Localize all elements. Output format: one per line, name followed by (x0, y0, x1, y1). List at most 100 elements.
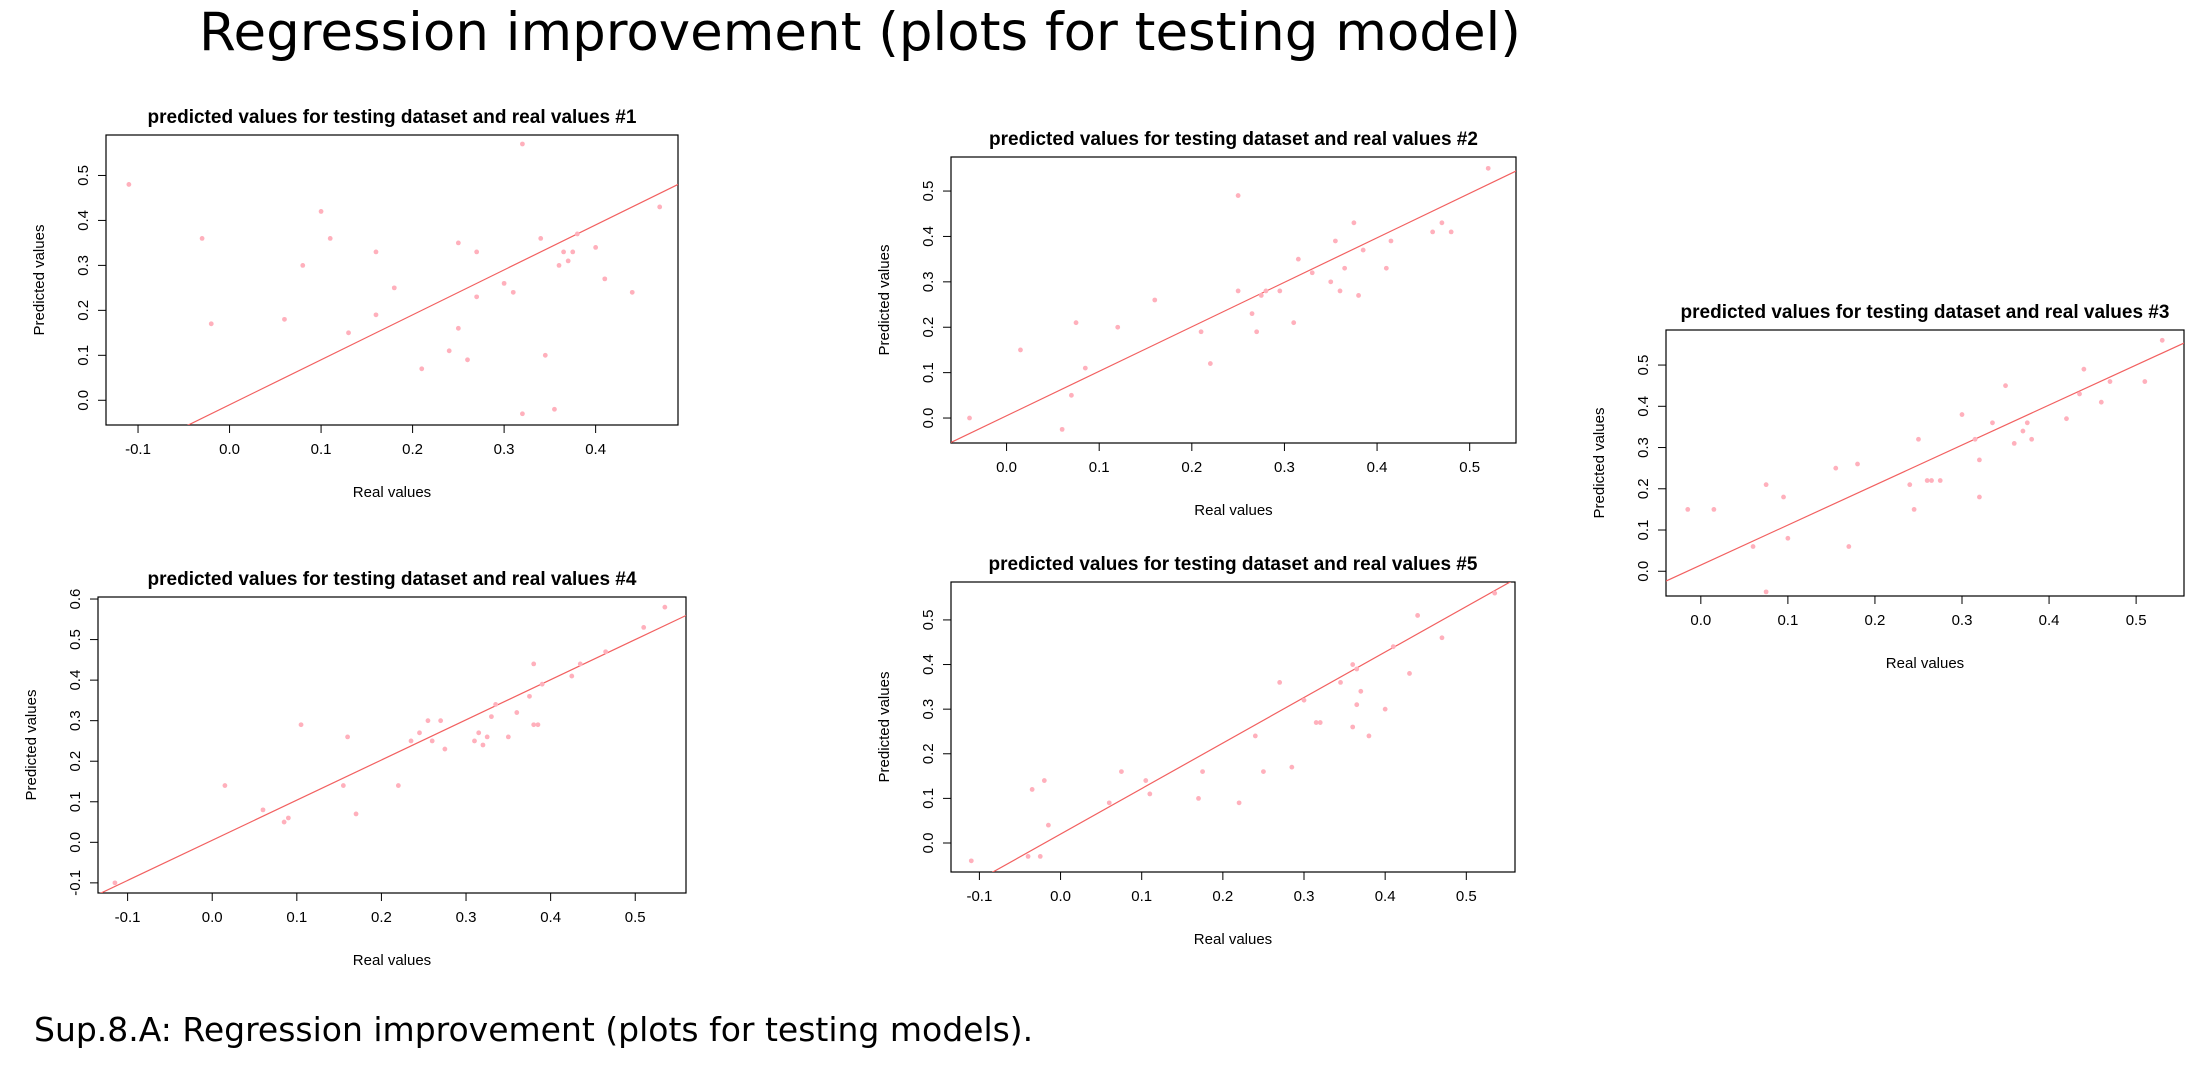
data-point (552, 406, 557, 412)
data-point (531, 661, 537, 667)
scatter-plot-5: predicted values for testing dataset and… (876, 554, 1516, 948)
y-tick-label: 0.1 (1635, 520, 1652, 541)
x-tick-label: 0.2 (1865, 612, 1886, 629)
y-tick-label: 0.6 (67, 589, 84, 610)
y-tick-label: 0.1 (920, 362, 937, 383)
data-point (2159, 337, 2165, 343)
data-point (1342, 265, 1348, 271)
data-point (603, 649, 609, 655)
data-point (1277, 288, 1283, 294)
data-point (446, 348, 452, 354)
data-point (1263, 288, 1269, 294)
data-point (298, 722, 304, 728)
data-point (1198, 329, 1204, 335)
data-point (520, 141, 525, 147)
data-point (1356, 293, 1361, 298)
data-point (1152, 297, 1158, 303)
scatter-plot-1: predicted values for testing dataset and… (31, 107, 679, 501)
data-point (1382, 706, 1388, 712)
y-tick-label: -0.1 (67, 870, 84, 896)
data-point (373, 249, 379, 255)
data-point (1236, 800, 1242, 806)
data-point (1025, 853, 1031, 859)
data-point (1907, 482, 1913, 488)
data-point (1485, 165, 1491, 171)
x-axis-label: Real values (1886, 655, 1964, 672)
data-point (1407, 671, 1412, 676)
data-point (300, 262, 306, 268)
y-tick-label: 0.4 (1635, 396, 1652, 417)
data-point (505, 734, 511, 740)
data-point (442, 746, 448, 752)
regression-line (99, 614, 686, 893)
data-point (1289, 764, 1295, 770)
data-point (1309, 270, 1315, 276)
data-point (1763, 482, 1769, 488)
data-point (1846, 544, 1852, 549)
data-point (1337, 288, 1343, 294)
x-tick-label: 0.0 (219, 441, 240, 458)
data-point (1388, 238, 1394, 244)
data-point (1977, 494, 1982, 500)
data-point (538, 236, 544, 241)
x-tick-label: 0.1 (1777, 612, 1798, 629)
data-point (2020, 428, 2026, 434)
data-point (542, 352, 548, 358)
scatter-plot-3: predicted values for testing dataset and… (1591, 302, 2185, 672)
y-tick-label: 0.3 (1635, 437, 1652, 458)
data-point (1317, 720, 1323, 725)
data-point (429, 738, 435, 744)
data-point (2107, 379, 2113, 384)
data-point (1360, 247, 1366, 253)
data-point (1119, 769, 1124, 775)
data-point (968, 858, 974, 864)
data-point (1929, 478, 1934, 483)
data-point (2029, 436, 2035, 442)
data-point (282, 316, 287, 322)
data-point (1332, 238, 1338, 244)
y-tick-label: 0.2 (1635, 478, 1652, 499)
data-point (373, 312, 379, 318)
x-axis-label: Real values (353, 484, 431, 501)
data-point (1313, 720, 1319, 725)
y-tick-label: 0.5 (920, 181, 937, 202)
x-tick-label: 0.3 (456, 909, 477, 926)
data-point (2003, 383, 2008, 389)
data-point (1855, 461, 1860, 467)
x-tick-label: 0.3 (1952, 612, 1973, 629)
data-point (570, 249, 576, 255)
x-tick-label: 0.5 (2126, 612, 2147, 629)
data-point (465, 357, 470, 363)
data-point (285, 815, 291, 821)
data-point (2077, 391, 2082, 397)
data-point (1029, 787, 1035, 792)
x-tick-label: 0.5 (1456, 888, 1477, 905)
data-point (1750, 544, 1756, 549)
data-point (1338, 679, 1343, 685)
y-tick-label: 0.4 (920, 226, 937, 247)
data-point (1207, 361, 1213, 366)
regression-line (951, 170, 1516, 443)
data-point (2064, 416, 2069, 422)
y-tick-label: 0.4 (67, 670, 84, 691)
data-point (1115, 324, 1121, 330)
regression-line (187, 183, 678, 425)
plot-title: predicted values for testing dataset and… (148, 107, 637, 128)
x-axis: 0.0 0.1 0.2 0.3 0.4 0.5 (996, 443, 1480, 476)
data-point (1990, 420, 1995, 426)
data-point (1082, 365, 1088, 371)
data-point (1252, 733, 1258, 739)
data-point (1439, 220, 1445, 226)
data-point (199, 236, 205, 241)
y-tick-label: 0.5 (920, 609, 937, 630)
x-tick-label: 0.4 (2039, 612, 2060, 629)
data-point (346, 330, 351, 336)
data-point (1351, 220, 1357, 226)
x-tick-label: -0.1 (125, 441, 151, 458)
data-point (340, 783, 346, 788)
x-tick-label: 0.4 (1367, 459, 1388, 476)
data-point (514, 710, 520, 715)
y-tick-label: 0.0 (75, 390, 92, 411)
data-point (126, 182, 132, 187)
data-point (408, 738, 414, 744)
